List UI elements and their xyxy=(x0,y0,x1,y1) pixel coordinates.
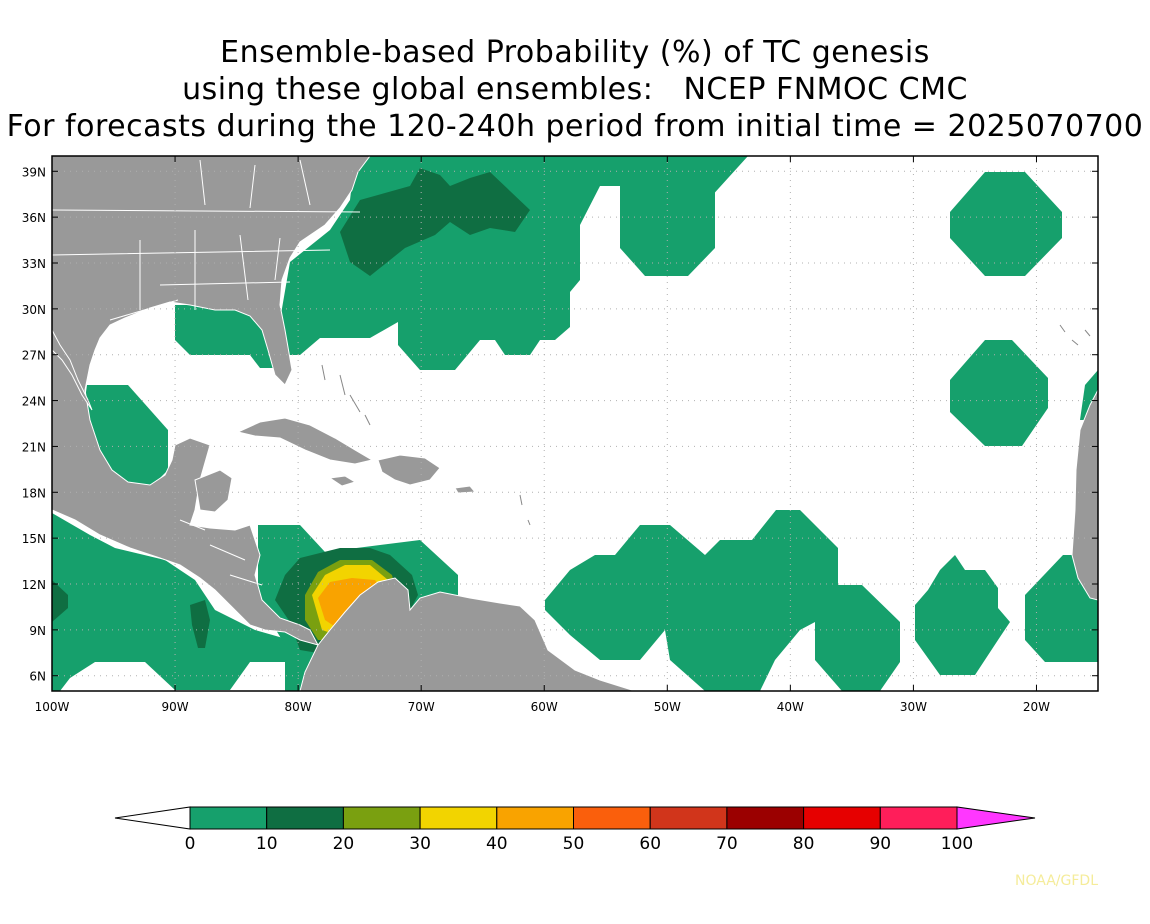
lon-label: 20W xyxy=(1023,700,1050,714)
political-borders xyxy=(52,159,361,586)
colorbar-label: 0 xyxy=(185,834,196,854)
colorbar-label: 70 xyxy=(716,834,738,854)
colorbar-label: 20 xyxy=(333,834,355,854)
colorbar-bin xyxy=(496,806,574,830)
colorbar-under-arrow xyxy=(114,806,191,830)
colorbar-label: 100 xyxy=(941,834,973,854)
lon-label: 60W xyxy=(531,700,558,714)
longitude-labels: 100W 90W 80W 70W 60W 50W 40W 30W 20W xyxy=(35,700,1051,714)
colorbar-bin xyxy=(726,806,805,830)
colorbar-bin xyxy=(419,806,498,830)
colorbar-label: 60 xyxy=(639,834,661,854)
colorbar-over-arrow xyxy=(956,806,1036,830)
color-legend: 0 10 20 30 40 50 60 70 80 90 100 xyxy=(114,806,1036,854)
small-islands xyxy=(321,324,1091,526)
colorbar-label: 40 xyxy=(486,834,508,854)
lon-label: 70W xyxy=(408,700,435,714)
colorbar-bin xyxy=(266,806,344,830)
lon-label: 30W xyxy=(900,700,927,714)
colorbar-label: 50 xyxy=(563,834,585,854)
lat-label: 36N xyxy=(22,211,46,225)
map-content xyxy=(52,156,1098,691)
title-line-2: using these global ensembles: NCEP FNMOC… xyxy=(182,72,968,107)
colorbar-label: 90 xyxy=(869,834,891,854)
lat-label: 12N xyxy=(22,578,46,592)
lat-label: 21N xyxy=(22,440,46,454)
colorbar-bin xyxy=(342,806,421,830)
lat-label: 18N xyxy=(22,486,46,500)
colorbar-bin xyxy=(573,806,651,830)
lat-label: 39N xyxy=(22,165,46,179)
axis-ticks xyxy=(51,156,1098,691)
lon-label: 50W xyxy=(654,700,681,714)
credit-label: NOAA/GFDL xyxy=(1015,873,1098,889)
lon-label: 40W xyxy=(777,700,804,714)
lat-label: 15N xyxy=(22,532,46,546)
lat-label: 6N xyxy=(29,670,46,684)
lon-label: 90W xyxy=(161,700,188,714)
map-frame xyxy=(51,155,1099,692)
colorbar-label: 30 xyxy=(409,834,431,854)
land-masses xyxy=(52,156,1098,691)
lon-label: 100W xyxy=(35,700,70,714)
lat-label: 33N xyxy=(22,257,46,271)
lat-label: 9N xyxy=(29,624,46,638)
colorbar-bin xyxy=(649,806,728,830)
colorbar-bin xyxy=(803,806,881,830)
lat-label: 30N xyxy=(22,303,46,317)
lat-lon-grid xyxy=(52,156,1098,691)
plot-title: Ensemble-based Probability (%) of TC gen… xyxy=(0,34,1150,145)
colorbar-label: 80 xyxy=(793,834,815,854)
title-line-3: For forecasts during the 120-240h period… xyxy=(6,109,1144,144)
lon-label: 80W xyxy=(285,700,312,714)
colorbar-bin xyxy=(189,806,268,830)
colorbar-bin xyxy=(879,806,958,830)
title-line-1: Ensemble-based Probability (%) of TC gen… xyxy=(220,35,930,70)
lat-label: 24N xyxy=(22,395,46,409)
lat-label: 27N xyxy=(22,349,46,363)
latitude-labels: 39N 36N 33N 30N 27N 24N 21N 18N 15N 12N 9N 6N xyxy=(22,165,46,683)
colorbar-label: 10 xyxy=(256,834,278,854)
